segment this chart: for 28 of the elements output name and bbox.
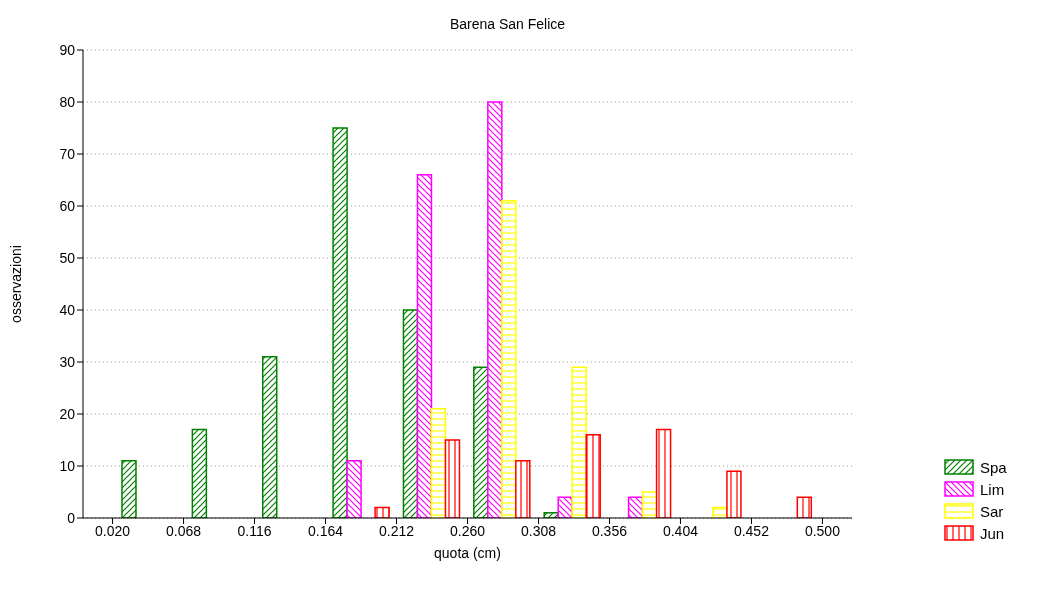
y-tick-label: 60 <box>59 197 76 214</box>
x-tick-label: 0.404 <box>662 522 699 539</box>
y-tick-label: 80 <box>59 93 76 110</box>
x-tick-label: 0.500 <box>804 522 841 539</box>
legend-label: Jun <box>980 524 1005 542</box>
y-tick-label: 10 <box>59 457 76 474</box>
x-tick-label: 0.116 <box>237 522 272 539</box>
chart-title: Barena San Felice <box>448 16 567 32</box>
y-tick-label: 90 <box>59 41 76 58</box>
x-tick-label: 0.020 <box>95 522 131 539</box>
legend-label: Sar <box>980 502 1004 520</box>
x-tick-label: 0.452 <box>733 522 770 539</box>
y-tick-label: 0 <box>67 509 76 526</box>
legend-label: Lim <box>980 480 1005 498</box>
x-tick-label: 0.308 <box>520 522 557 539</box>
x-tick-label: 0.212 <box>378 522 415 539</box>
x-tick-label: 0.068 <box>166 522 202 539</box>
y-tick-label: 20 <box>59 405 76 422</box>
y-tick-label: 50 <box>59 249 76 266</box>
y-tick-label: 30 <box>59 353 76 370</box>
x-tick-label: 0.356 <box>591 522 628 539</box>
y-tick-label: 40 <box>59 301 76 318</box>
x-axis-title: quota (cm) <box>434 545 501 561</box>
y-tick-label: 70 <box>59 145 76 162</box>
legend-label: Spa <box>980 458 1007 476</box>
x-tick-label: 0.164 <box>308 522 344 539</box>
x-tick-label: 0.260 <box>449 522 486 539</box>
y-axis-title: osservazioni <box>7 245 24 323</box>
